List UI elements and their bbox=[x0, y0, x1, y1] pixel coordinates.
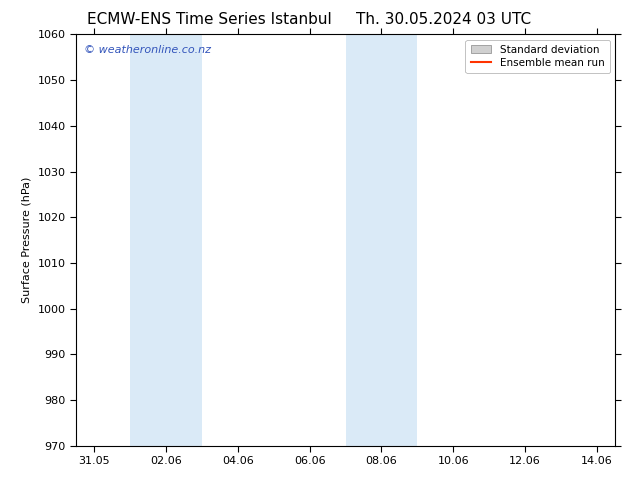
Text: © weatheronline.co.nz: © weatheronline.co.nz bbox=[84, 45, 211, 54]
Text: Th. 30.05.2024 03 UTC: Th. 30.05.2024 03 UTC bbox=[356, 12, 531, 27]
Legend: Standard deviation, Ensemble mean run: Standard deviation, Ensemble mean run bbox=[465, 40, 610, 73]
Bar bbox=[346, 34, 417, 446]
Text: ECMW-ENS Time Series Istanbul: ECMW-ENS Time Series Istanbul bbox=[87, 12, 332, 27]
Bar bbox=[130, 34, 202, 446]
Y-axis label: Surface Pressure (hPa): Surface Pressure (hPa) bbox=[22, 177, 32, 303]
